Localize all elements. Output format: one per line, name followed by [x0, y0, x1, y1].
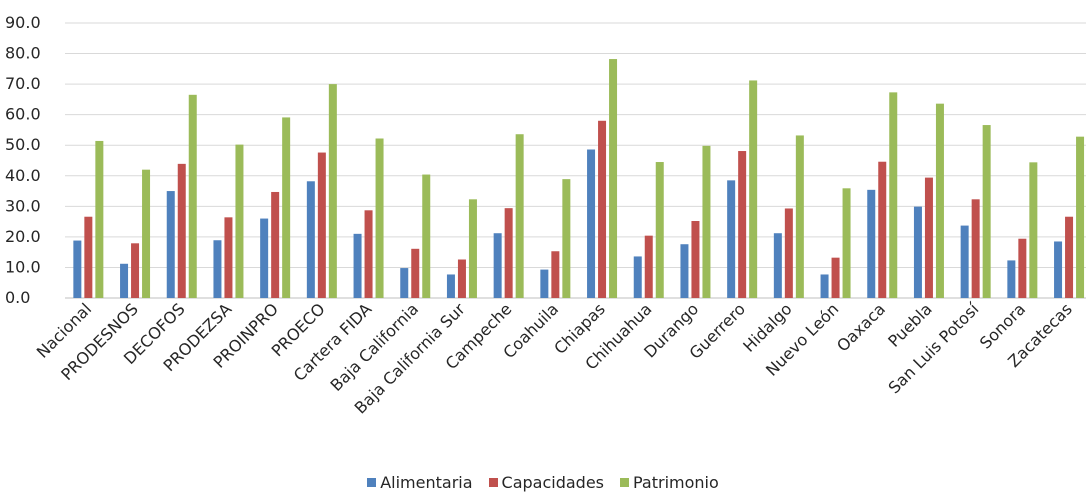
bar-alimentaria	[773, 233, 782, 298]
bar-patrimonio	[328, 84, 337, 298]
y-tick-label: 0.0	[5, 288, 30, 307]
y-tick-label: 80.0	[5, 44, 41, 63]
bar-patrimonio	[795, 135, 804, 298]
bar-patrimonio	[95, 140, 104, 298]
bar-alimentaria	[540, 269, 549, 298]
bar-alimentaria	[587, 149, 596, 298]
legend-label-patrimonio: Patrimonio	[633, 473, 719, 492]
bar-patrimonio	[702, 145, 711, 298]
bar-capacidades	[878, 161, 887, 298]
legend-item-patrimonio: Patrimonio	[620, 473, 719, 492]
bar-patrimonio	[142, 169, 151, 298]
bar-patrimonio	[515, 134, 524, 298]
legend: Alimentaria Capacidades Patrimonio	[0, 473, 1086, 492]
bar-capacidades	[784, 208, 793, 298]
bar-patrimonio	[842, 188, 851, 298]
legend-label-capacidades: Capacidades	[501, 473, 604, 492]
bar-capacidades	[457, 259, 466, 298]
legend-label-alimentaria: Alimentaria	[380, 473, 473, 492]
y-tick-label: 30.0	[5, 196, 41, 215]
bar-capacidades	[831, 257, 840, 298]
bar-capacidades	[691, 221, 700, 298]
x-axis-ticks: NacionalPRODESNOSDECOFOSPRODEZSAPROINPRO…	[33, 299, 1076, 418]
bar-patrimonio	[282, 117, 291, 299]
bar-alimentaria	[260, 218, 269, 298]
bar-capacidades	[177, 163, 186, 298]
y-tick-label: 50.0	[5, 135, 41, 154]
bar-alimentaria	[1007, 260, 1016, 298]
bar-alimentaria	[306, 181, 315, 298]
y-tick-label: 40.0	[5, 166, 41, 185]
x-tick-label: Oaxaca	[833, 299, 889, 355]
bar-patrimonio	[655, 162, 664, 298]
bar-alimentaria	[633, 256, 642, 298]
bar-alimentaria	[820, 274, 829, 298]
bar-patrimonio	[609, 59, 618, 298]
bar-capacidades	[271, 191, 280, 298]
bar-capacidades	[504, 208, 513, 298]
bar-patrimonio	[375, 138, 384, 298]
bar-alimentaria	[213, 240, 222, 298]
bar-patrimonio	[422, 174, 431, 298]
bar-patrimonio	[1029, 162, 1038, 298]
bar-alimentaria	[166, 191, 175, 298]
bar-capacidades	[598, 120, 607, 299]
bar-patrimonio	[188, 94, 197, 298]
bar-alimentaria	[680, 244, 689, 298]
legend-swatch-capacidades	[488, 478, 498, 487]
bar-alimentaria	[73, 240, 82, 298]
bar-alimentaria	[960, 225, 969, 298]
legend-item-capacidades: Capacidades	[488, 473, 604, 492]
y-axis-ticks: 0.0 10.0 20.0 30.0 40.0 50.0 60.0 70.0 80.0 90.0	[5, 13, 41, 307]
bar-alimentaria	[446, 274, 455, 298]
bar-capacidades	[644, 235, 653, 298]
y-tick-label: 70.0	[5, 74, 41, 93]
bar-capacidades	[738, 151, 747, 298]
bar-alimentaria	[120, 263, 129, 298]
legend-swatch-alimentaria	[367, 478, 377, 487]
bar-capacidades	[224, 217, 233, 298]
bar-alimentaria	[353, 233, 362, 298]
bar-capacidades	[131, 243, 140, 298]
y-tick-label: 60.0	[5, 105, 41, 124]
y-tick-label: 20.0	[5, 227, 41, 246]
bar-capacidades	[317, 152, 326, 298]
bar-patrimonio	[889, 92, 898, 298]
bar-patrimonio	[749, 80, 758, 298]
y-tick-label: 10.0	[5, 257, 41, 276]
bar-alimentaria	[867, 189, 876, 298]
bar-capacidades	[924, 177, 933, 298]
y-tick-label: 90.0	[5, 13, 41, 32]
bar-capacidades	[551, 251, 560, 298]
bar-capacidades	[1018, 238, 1027, 298]
bar-patrimonio	[935, 103, 944, 299]
legend-swatch-patrimonio	[620, 478, 629, 487]
bar-alimentaria	[493, 233, 502, 298]
bar-alimentaria	[1054, 241, 1063, 298]
bar-patrimonio	[468, 199, 477, 298]
bar-patrimonio	[562, 179, 571, 298]
bar-capacidades	[84, 216, 93, 298]
bar-capacidades	[1065, 216, 1074, 298]
bar-patrimonio	[1076, 136, 1085, 298]
bar-capacidades	[411, 248, 420, 298]
bar-alimentaria	[727, 180, 736, 298]
bar-capacidades	[364, 210, 373, 298]
bar-capacidades	[971, 199, 980, 298]
bar-alimentaria	[400, 268, 409, 298]
bar-alimentaria	[913, 206, 922, 298]
bars	[73, 59, 1085, 299]
bar-patrimonio	[235, 144, 244, 298]
legend-item-alimentaria: Alimentaria	[367, 473, 473, 492]
bar-patrimonio	[982, 125, 991, 298]
